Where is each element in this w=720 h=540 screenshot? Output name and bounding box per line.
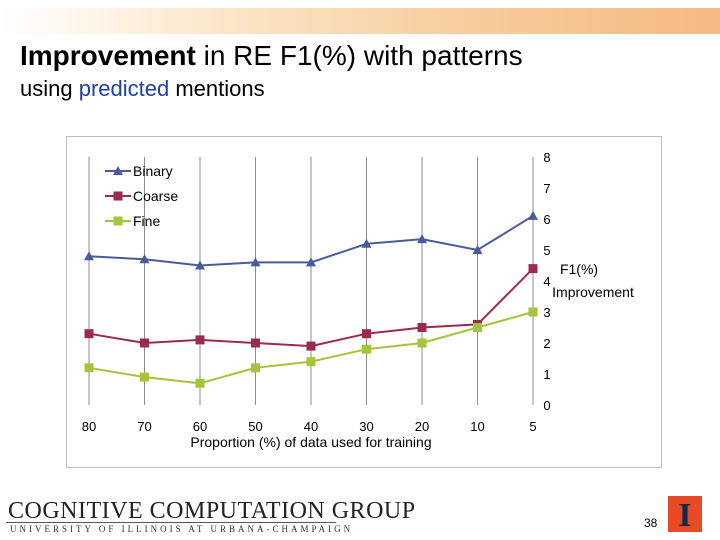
x-tick-label: 20: [415, 419, 429, 434]
data-point-binary: [528, 210, 538, 220]
slide-title-rest: in RE F1(%) with patterns: [195, 40, 523, 71]
data-point-coarse: [417, 323, 427, 332]
data-point-coarse: [140, 338, 149, 348]
data-point-binary: [306, 257, 316, 267]
group-logo-text: COGNITIVE COMPUTATION GROUP: [8, 498, 416, 524]
y-tick-label: 3: [543, 305, 550, 320]
legend-marker-fine: [113, 216, 123, 226]
y-tick-label: 2: [543, 336, 550, 351]
data-point-binary: [361, 238, 372, 248]
x-tick-label: 5: [529, 419, 536, 434]
y-tick-label: 7: [543, 181, 550, 196]
data-point-coarse: [84, 329, 94, 339]
data-point-fine: [362, 344, 371, 354]
data-point-binary: [472, 245, 483, 254]
data-point-binary: [250, 257, 261, 267]
x-tick-label: 30: [359, 419, 373, 434]
illinois-logo-bg: [668, 496, 702, 532]
legend-marker-coarse: [113, 191, 123, 201]
subtitle-highlight: predicted: [78, 76, 170, 101]
y-tick-label: 6: [543, 212, 550, 227]
data-point-fine: [251, 363, 260, 373]
data-point-binary: [139, 254, 150, 264]
legend-label-fine: Fine: [133, 213, 160, 229]
data-point-fine: [528, 307, 538, 317]
x-axis-title: Proportion (%) of data used for training: [190, 434, 431, 450]
university-name: UNIVERSITY OF ILLINOIS AT URBANA-CHAMPAI…: [10, 524, 354, 534]
title-accent-bar: [0, 8, 720, 34]
data-point-fine: [306, 357, 316, 367]
y-axis-title-line: Improvement: [552, 284, 634, 300]
x-tick-label: 80: [82, 419, 96, 434]
y-tick-label: 1: [543, 367, 550, 382]
data-point-binary: [84, 251, 94, 261]
slide-title-bold: Improvement: [20, 40, 196, 71]
x-tick-label: 50: [248, 419, 262, 434]
data-point-fine: [417, 338, 427, 348]
slide-title: Improvement in RE F1(%) with patterns: [20, 40, 523, 72]
subtitle-post: mentions: [169, 76, 265, 101]
illinois-logo-mark: I: [678, 497, 691, 532]
legend-label-coarse: Coarse: [133, 188, 178, 204]
x-tick-label: 70: [137, 419, 151, 434]
x-tick-label: 10: [470, 419, 484, 434]
legend-marker-binary: [113, 166, 123, 175]
data-point-fine: [473, 323, 482, 332]
data-point-binary: [417, 234, 427, 244]
y-tick-label: 5: [543, 243, 550, 258]
y-tick-label: 4: [543, 274, 550, 289]
illinois-logo-icon: I: [668, 496, 702, 532]
slide-subtitle: using predicted mentions: [20, 76, 265, 102]
legend-label-binary: Binary: [133, 163, 173, 179]
data-point-coarse: [362, 329, 371, 339]
data-point-binary: [195, 260, 205, 270]
page-number: 38: [644, 516, 658, 530]
data-point-coarse: [528, 264, 538, 274]
chart-container: 80 70 60 50 40 30 20 10 5 0 1 2 3 4 5 6 7 8 Proportion (%)…: [66, 136, 662, 468]
data-point-coarse: [195, 335, 205, 345]
data-point-fine: [195, 378, 205, 388]
data-point-coarse: [251, 338, 260, 348]
data-point-fine: [84, 363, 94, 373]
data-point-coarse: [306, 341, 316, 351]
x-tick-label: 40: [304, 419, 318, 434]
y-tick-label: 8: [543, 150, 550, 165]
logo-divider: [6, 522, 336, 523]
x-tick-label: 60: [193, 419, 207, 434]
data-point-fine: [140, 372, 149, 382]
y-tick-label: 0: [543, 398, 550, 413]
y-axis-title-line: F1(%): [560, 261, 598, 277]
subtitle-pre: using: [20, 76, 79, 101]
